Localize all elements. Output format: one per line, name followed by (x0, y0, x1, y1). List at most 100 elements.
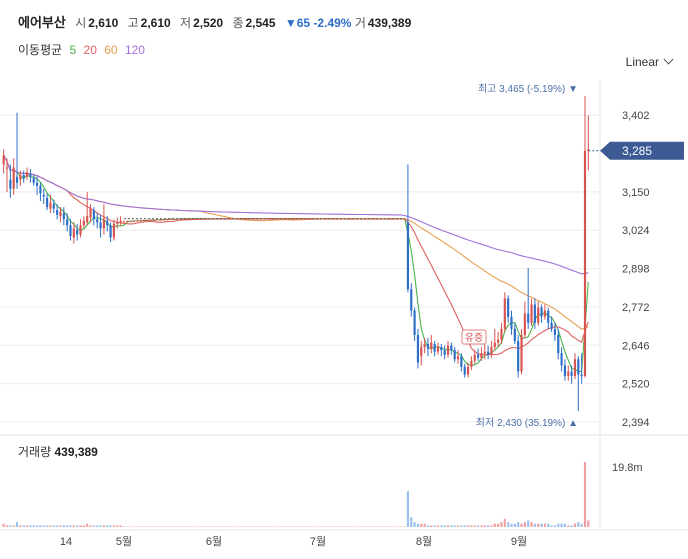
volume-bar (583, 462, 587, 527)
candle-body (233, 218, 236, 220)
candle-body (166, 219, 169, 221)
volume-bar (523, 522, 526, 527)
candle-body (102, 219, 105, 229)
volume-bar (567, 525, 570, 527)
candle-body (253, 218, 256, 220)
candle-body (420, 347, 423, 357)
candle-body (353, 218, 356, 220)
candle-body (129, 220, 132, 222)
candle-body (66, 219, 69, 226)
candle-body (313, 218, 316, 220)
volume-bar (46, 525, 49, 527)
volume-bar (106, 525, 109, 527)
stock-header: 에어부산 시 2,610 고 2,610 저 2,520 종 2,545 ▼65 -2.… (18, 12, 417, 31)
candle-body (510, 316, 513, 329)
volume-bar (570, 525, 573, 527)
candle-body (229, 218, 232, 220)
candle-body (79, 225, 82, 235)
candle-body (122, 221, 126, 223)
volume-bar (96, 525, 99, 527)
grid (0, 80, 688, 531)
volume-bar (547, 523, 550, 527)
candle-body (306, 218, 309, 220)
candle-body (527, 313, 530, 323)
candle-body (410, 289, 413, 311)
y-tick-label: 2,394 (622, 417, 650, 429)
close-label: 종 (232, 16, 244, 30)
volume-bar (487, 525, 490, 527)
volume-bar (72, 525, 75, 527)
volume-bar (460, 525, 463, 527)
candle-body (463, 366, 466, 375)
volume-bar (49, 525, 52, 527)
candle-body (436, 347, 440, 352)
volume-bar (5, 525, 9, 527)
candle-body (159, 219, 162, 221)
candle-body (390, 218, 393, 220)
volume-bar (410, 517, 413, 527)
volume-bar (406, 491, 410, 527)
high-label: 고 (127, 16, 139, 30)
candle-body (520, 334, 523, 372)
candle-body (386, 218, 389, 220)
open-label: 시 (75, 16, 87, 30)
candle-body (466, 366, 470, 375)
volume-bar (2, 523, 5, 527)
candle-body (172, 218, 176, 220)
volume-bar (99, 525, 102, 527)
candle-body (326, 218, 329, 220)
candle-body (249, 218, 252, 220)
candle-body (35, 182, 39, 186)
volume-bar (416, 523, 420, 527)
close-value: 2,545 (245, 16, 276, 30)
scale-dropdown[interactable]: Linear (626, 54, 674, 69)
volume-value: 439,389 (367, 16, 412, 30)
candle-body (293, 218, 296, 220)
candle-body (533, 304, 536, 323)
candle-body (56, 210, 59, 215)
volume-bar (426, 525, 430, 527)
candle-body (446, 345, 450, 355)
y-tick-label: 3,402 (622, 110, 650, 122)
volume-bar (109, 525, 112, 527)
candle-body (169, 218, 172, 220)
candle-body (366, 218, 369, 220)
candle-body (560, 353, 563, 366)
candle-body (2, 155, 5, 165)
candle-body (406, 222, 410, 290)
volume-bar (540, 523, 543, 527)
volume-bar (52, 525, 55, 527)
volume-bar (62, 525, 65, 527)
candle-body (162, 219, 166, 221)
candle-body (423, 344, 426, 348)
candle-body (503, 298, 506, 329)
volume-bar (533, 523, 536, 527)
candle-body (152, 219, 156, 221)
candle-body (563, 365, 567, 377)
candle-body (309, 218, 313, 220)
candle-body (99, 222, 102, 229)
volume-panel-title: 거래량 439,389 (18, 443, 98, 460)
candle-body (350, 218, 353, 220)
ma-60-label: 60 (104, 43, 118, 57)
candle-body (573, 359, 577, 377)
volume-bar (580, 523, 583, 527)
x-tick-label: 7월 (310, 535, 326, 548)
candle-body (346, 218, 349, 220)
volume-panel-label: 거래량 (18, 445, 52, 459)
candle-body (440, 347, 443, 351)
candle-body (493, 342, 496, 348)
moving-average-legend[interactable]: 이동평균 5 20 60 120 (18, 41, 149, 58)
volume-bar (500, 522, 503, 527)
volume-bar (112, 525, 116, 527)
volume-bar (503, 518, 506, 527)
candle-body (500, 328, 503, 340)
volume-bar (35, 525, 39, 527)
candle-body (483, 351, 486, 354)
candle-body (15, 176, 19, 183)
ma-120-line (3, 155, 589, 275)
candle-body (206, 218, 209, 220)
candle-body (543, 310, 546, 317)
x-tick-label: 8월 (416, 535, 432, 548)
